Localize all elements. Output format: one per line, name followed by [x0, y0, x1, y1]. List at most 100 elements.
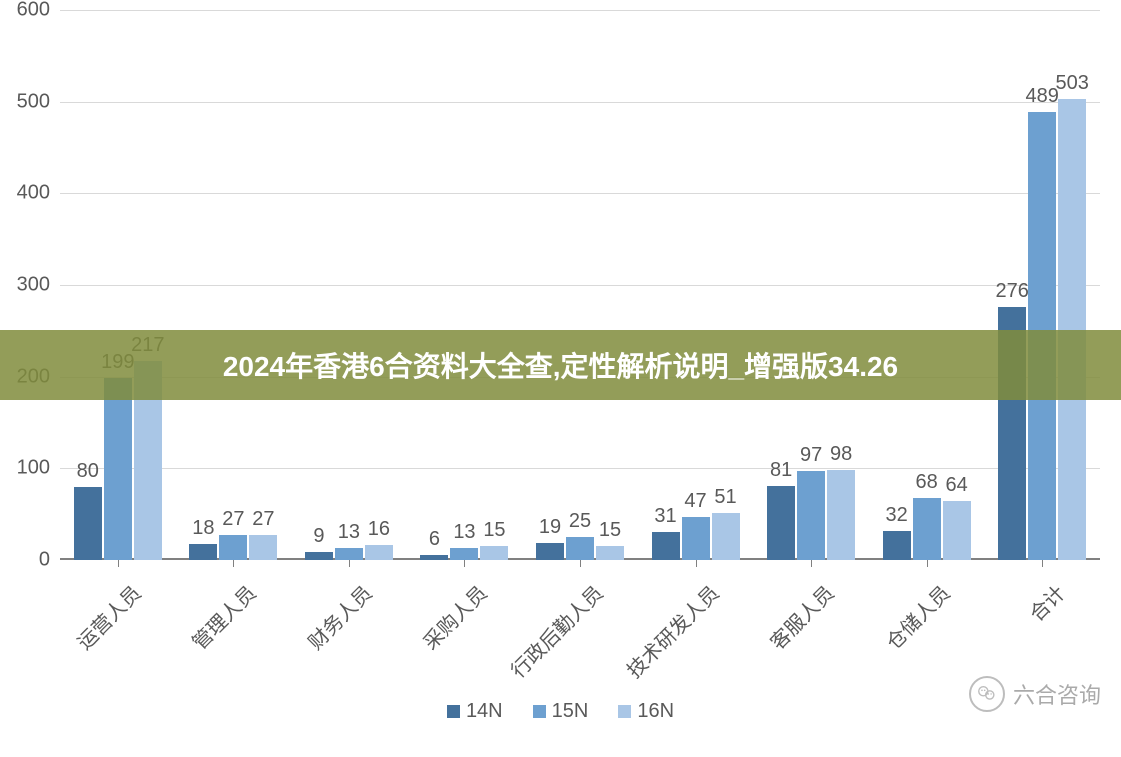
x-axis-tick: [233, 560, 234, 567]
bar: 98: [827, 470, 855, 560]
chart-legend: 14N 15N 16N: [0, 700, 1121, 723]
bar-value-label: 15: [483, 519, 505, 542]
bar-value-label: 98: [830, 443, 852, 466]
x-axis-category-label: 仓储人员: [878, 578, 955, 655]
bar: 64: [943, 501, 971, 560]
wechat-icon: [969, 676, 1005, 712]
x-axis-tick: [349, 560, 350, 567]
bar: 9: [305, 552, 333, 560]
legend-label: 15N: [552, 700, 589, 723]
bar: 68: [913, 498, 941, 560]
overlay-banner: 2024年香港6合资料大全查,定性解析说明_增强版34.26: [0, 330, 1121, 400]
bar-value-label: 68: [916, 471, 938, 494]
bar-value-label: 19: [539, 516, 561, 539]
bar: 199: [104, 378, 132, 560]
bar: 16: [365, 545, 393, 560]
bar-value-label: 97: [800, 444, 822, 467]
bar-value-label: 9: [313, 525, 324, 548]
bar-value-label: 503: [1056, 72, 1089, 95]
bar-group: 326864: [883, 498, 971, 560]
legend-item: 15N: [533, 700, 589, 723]
gridline: [60, 102, 1100, 103]
gridline: [60, 193, 1100, 194]
y-axis-tick-label: 300: [17, 274, 50, 297]
y-axis-tick-label: 600: [17, 0, 50, 22]
x-axis-tick: [580, 560, 581, 567]
bar: 80: [74, 487, 102, 560]
watermark-text: 六合咨询: [1013, 678, 1101, 710]
legend-swatch: [618, 705, 631, 718]
bar-value-label: 276: [996, 280, 1029, 303]
x-axis-category-label: 采购人员: [416, 578, 493, 655]
x-axis-tick: [927, 560, 928, 567]
bar: 13: [335, 548, 363, 560]
bar-value-label: 6: [429, 528, 440, 551]
y-axis-tick-label: 500: [17, 90, 50, 113]
gridline: [60, 285, 1100, 286]
legend-label: 16N: [637, 700, 674, 723]
legend-swatch: [447, 705, 460, 718]
x-axis-category-label: 管理人员: [185, 578, 262, 655]
gridline: [60, 468, 1100, 469]
bar-group: 192515: [536, 537, 624, 560]
y-axis-tick-label: 100: [17, 457, 50, 480]
x-axis-category-label: 财务人员: [300, 578, 377, 655]
bar: 6: [420, 555, 448, 561]
bar-value-label: 81: [770, 459, 792, 482]
x-axis-category-label: 运营人员: [69, 578, 146, 655]
y-axis-tick-label: 0: [39, 549, 50, 572]
bar: 25: [566, 537, 594, 560]
bar-value-label: 13: [338, 521, 360, 544]
bar-value-label: 15: [599, 519, 621, 542]
bar-value-label: 64: [946, 474, 968, 497]
bar-value-label: 25: [569, 510, 591, 533]
bar: 18: [189, 544, 217, 561]
x-axis-category-label: 技术研发人员: [619, 578, 724, 683]
x-axis-tick: [464, 560, 465, 567]
bar-value-label: 489: [1026, 85, 1059, 108]
bar: 15: [480, 546, 508, 560]
bar: 27: [249, 535, 277, 560]
bar-value-label: 18: [192, 517, 214, 540]
y-axis-tick-label: 400: [17, 182, 50, 205]
legend-label: 14N: [466, 700, 503, 723]
bar: 81: [767, 486, 795, 560]
bar-group: 182727: [189, 535, 277, 560]
overlay-banner-text: 2024年香港6合资料大全查,定性解析说明_增强版34.26: [223, 345, 898, 385]
bar: 31: [652, 532, 680, 560]
x-axis-tick: [118, 560, 119, 567]
legend-item: 16N: [618, 700, 674, 723]
bar: 15: [596, 546, 624, 560]
x-axis-tick: [1042, 560, 1043, 567]
bar-group: 61315: [420, 546, 508, 560]
bar-value-label: 80: [77, 460, 99, 483]
x-axis-labels: 运营人员管理人员财务人员采购人员行政后勤人员技术研发人员客服人员仓储人员 合计: [60, 570, 1100, 690]
bar-group: 91316: [305, 545, 393, 560]
bar: 32: [883, 531, 911, 560]
x-axis-category-label: 合计: [1022, 578, 1071, 627]
bar-value-label: 47: [684, 490, 706, 513]
bar-value-label: 27: [252, 508, 274, 531]
gridline: [60, 10, 1100, 11]
bar: 47: [682, 517, 710, 560]
bar-value-label: 27: [222, 508, 244, 531]
legend-item: 14N: [447, 700, 503, 723]
watermark: 六合咨询: [969, 676, 1101, 712]
bar: 51: [712, 513, 740, 560]
x-axis-category-label: 客服人员: [763, 578, 840, 655]
bar: 27: [219, 535, 247, 560]
bar: 97: [797, 471, 825, 560]
bar-value-label: 16: [368, 518, 390, 541]
legend-swatch: [533, 705, 546, 718]
bar-value-label: 51: [714, 486, 736, 509]
bar-value-label: 31: [654, 505, 676, 528]
x-axis-category-label: 行政后勤人员: [503, 578, 608, 683]
bar-group: 819798: [767, 470, 855, 560]
bar: 19: [536, 543, 564, 560]
chart-plot-area: 0100200300400500600801992171827279131661…: [60, 10, 1100, 560]
x-axis-tick: [696, 560, 697, 567]
bar-group: 314751: [652, 513, 740, 560]
bar-value-label: 32: [886, 504, 908, 527]
bar: 13: [450, 548, 478, 560]
x-axis-tick: [811, 560, 812, 567]
